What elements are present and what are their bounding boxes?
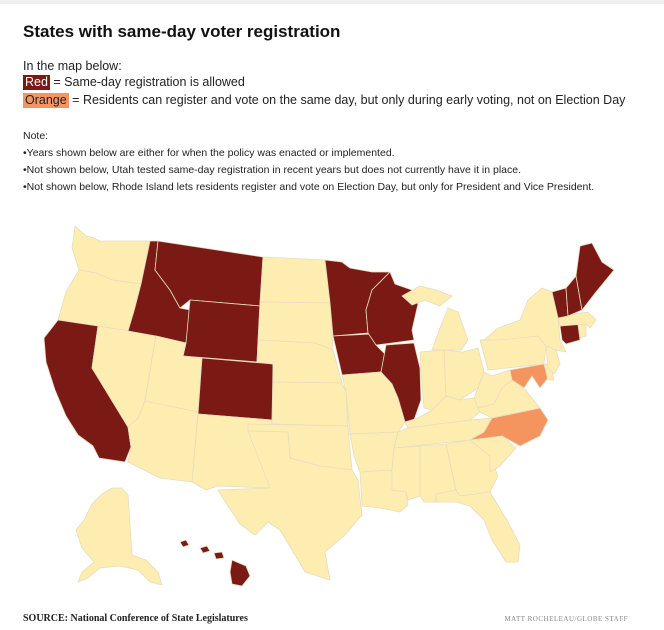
legend-red-text: = Same-day registration is allowed	[49, 75, 245, 89]
state-hawaii	[179, 539, 251, 587]
note-3: •Not shown below, Rhode Island lets resi…	[23, 181, 595, 193]
staff-credit: MATT ROCHELEAU/GLOBE STAFF	[504, 615, 628, 623]
note-2: •Not shown below, Utah tested same-day r…	[23, 164, 522, 176]
state-florida	[435, 489, 521, 563]
state-texas	[217, 430, 363, 581]
state-west-virginia	[473, 369, 513, 409]
state-michigan	[401, 285, 469, 351]
state-kansas	[271, 381, 349, 427]
state-pennsylvania	[479, 335, 547, 371]
legend-red-swatch: Red	[23, 75, 50, 90]
legend-orange-swatch: Orange	[23, 93, 69, 108]
state-wisconsin	[365, 271, 419, 346]
notes: Note: •Years shown below are either for …	[23, 128, 623, 196]
note-1: •Years shown below are either for when t…	[23, 147, 395, 159]
state-colorado	[197, 357, 274, 421]
notes-heading: Note:	[23, 130, 49, 142]
legend-orange: Orange = Residents can register and vote…	[23, 92, 625, 108]
source-note: SOURCE: National Conference of State Leg…	[23, 613, 248, 624]
state-maine	[575, 242, 615, 311]
intro-text: In the map below:	[23, 59, 122, 73]
state-connecticut	[559, 323, 581, 345]
state-north-carolina	[469, 407, 549, 447]
state-alaska	[75, 487, 163, 586]
legend-orange-text: = Residents can register and vote on the…	[68, 93, 626, 107]
legend-red: Red = Same-day registration is allowed	[23, 74, 245, 90]
state-wyoming	[182, 299, 261, 363]
state-arkansas	[349, 431, 399, 473]
state-new-york	[483, 287, 567, 353]
state-north-dakota	[259, 256, 331, 304]
top-rule	[0, 0, 664, 4]
state-new-jersey	[545, 345, 561, 375]
page-title: States with same-day voter registration	[23, 22, 341, 41]
